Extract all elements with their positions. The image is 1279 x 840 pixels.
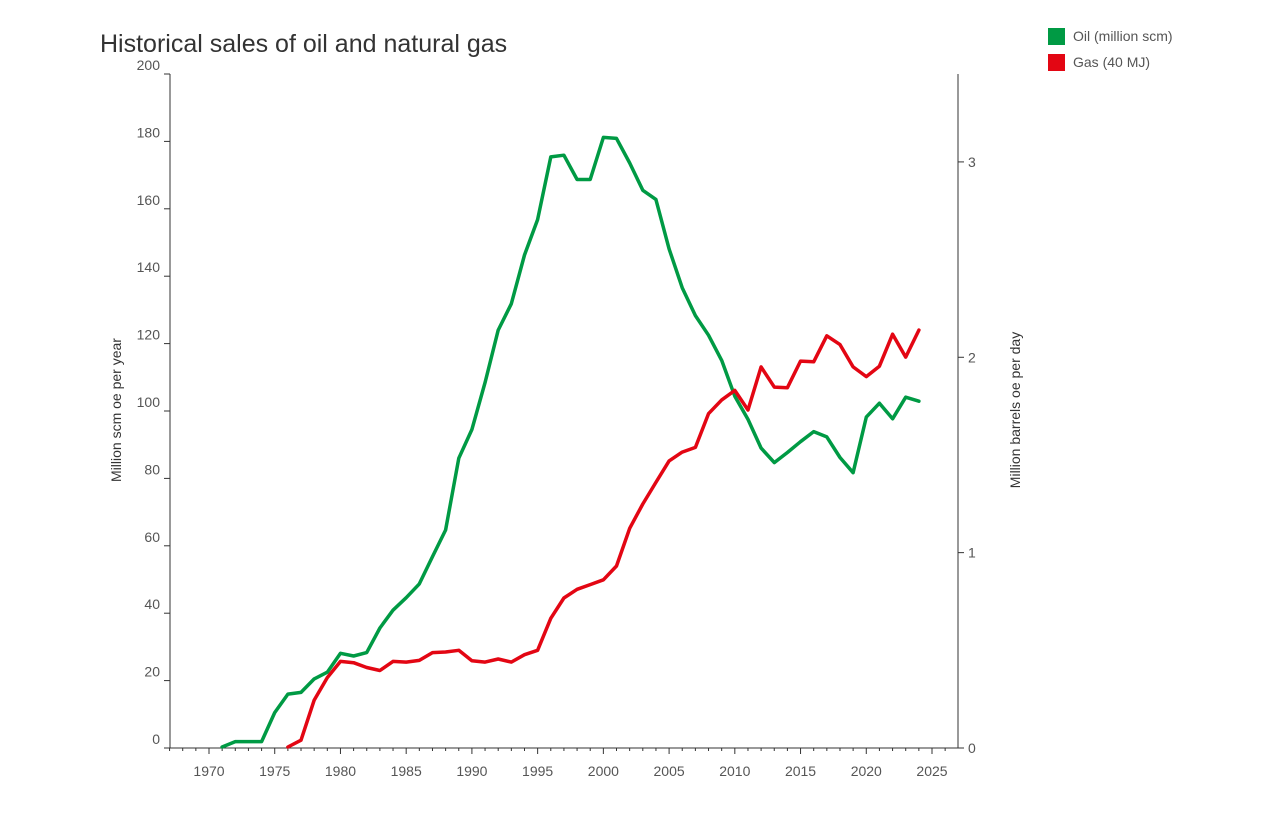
y-tick-label: 20 <box>144 664 160 680</box>
x-tick-label: 1990 <box>456 763 487 779</box>
x-tick-label: 2010 <box>719 763 750 779</box>
gas-series-line <box>286 328 921 749</box>
y-tick-label: 0 <box>152 731 160 747</box>
y2-tick-label: 1 <box>968 545 976 561</box>
y2-axis-label: Million barrels oe per day <box>1007 332 1023 488</box>
series-layer <box>220 135 921 749</box>
legend-item-oil[interactable]: Oil (million scm) <box>1048 23 1173 49</box>
y-tick-label: 100 <box>137 394 161 410</box>
legend: Oil (million scm) Gas (40 MJ) <box>1048 23 1173 75</box>
x-tick-label: 2015 <box>785 763 816 779</box>
x-tick-label: 1980 <box>325 763 356 779</box>
y-tick-label: 160 <box>137 192 161 208</box>
y-axis-label: Million scm oe per year <box>108 338 124 482</box>
y2-tick-label: 3 <box>968 154 976 170</box>
x-tick-label: 1975 <box>259 763 290 779</box>
legend-label-oil: Oil (million scm) <box>1073 28 1173 44</box>
legend-item-gas[interactable]: Gas (40 MJ) <box>1048 49 1173 75</box>
y-tick-label: 80 <box>144 461 160 477</box>
x-tick-label: 2025 <box>916 763 947 779</box>
y-tick-label: 140 <box>137 259 161 275</box>
legend-label-gas: Gas (40 MJ) <box>1073 54 1151 70</box>
oil-series-line <box>220 135 921 749</box>
legend-swatch-oil <box>1048 27 1065 45</box>
x-tick-label: 2000 <box>588 763 619 779</box>
y2-tick-label: 2 <box>968 349 976 365</box>
y-tick-label: 120 <box>137 327 161 343</box>
x-tick-label: 1995 <box>522 763 553 779</box>
y-tick-label: 200 <box>137 57 161 73</box>
chart-title: Historical sales of oil and natural gas <box>100 30 508 58</box>
x-tick-label: 2020 <box>851 763 882 779</box>
x-tick-label: 2005 <box>654 763 685 779</box>
legend-swatch-gas <box>1048 53 1065 71</box>
x-tick-label: 1985 <box>391 763 422 779</box>
y-tick-label: 180 <box>137 124 161 140</box>
x-tick-label: 1970 <box>193 763 224 779</box>
y2-tick-label: 0 <box>968 740 976 756</box>
y-tick-label: 60 <box>144 529 160 545</box>
y-tick-label: 40 <box>144 596 160 612</box>
